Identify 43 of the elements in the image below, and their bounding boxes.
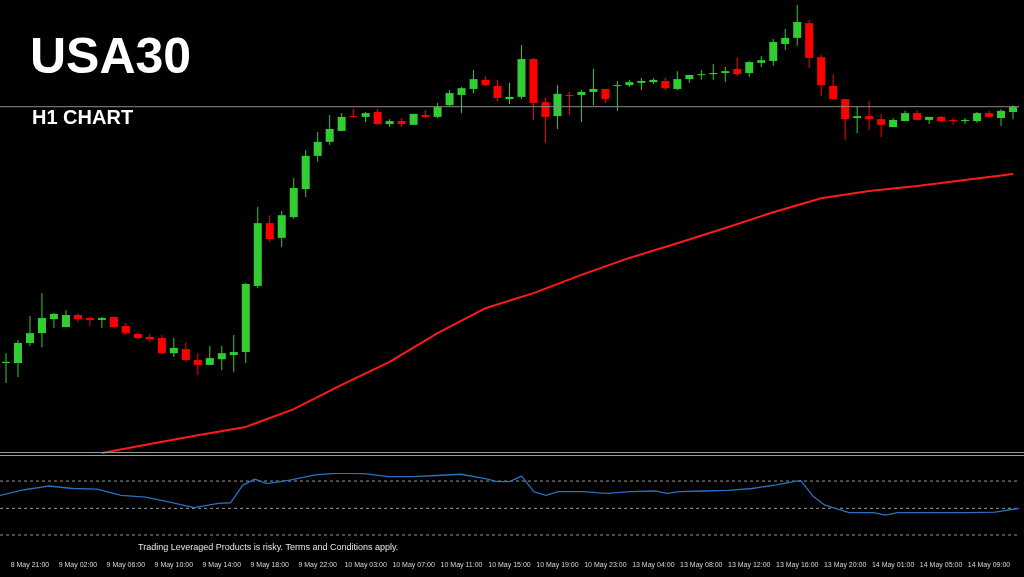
candlestick (793, 5, 802, 47)
candlestick (181, 341, 190, 363)
candlestick (313, 131, 322, 163)
candlestick (829, 73, 838, 100)
candlestick (673, 70, 682, 91)
candlestick (1009, 104, 1018, 120)
candlestick (769, 38, 778, 67)
candlestick (265, 214, 274, 243)
candlestick (73, 312, 82, 323)
candlestick (733, 56, 742, 77)
candlestick (85, 316, 94, 327)
candlestick (577, 89, 586, 123)
candlestick (205, 345, 214, 366)
text: H1 CHART (32, 106, 134, 129)
candlestick (217, 345, 226, 371)
candlestick (553, 84, 562, 130)
candlestick (841, 98, 850, 141)
candlestick (325, 114, 334, 146)
candlestick (613, 80, 622, 112)
candlestick (37, 292, 46, 348)
candlestick (97, 316, 106, 329)
candlestick (853, 105, 862, 134)
candlestick (541, 97, 550, 144)
candlestick (877, 113, 886, 138)
candlestick (49, 312, 58, 329)
candlestick (277, 210, 286, 248)
candlestick (229, 334, 238, 373)
candlestick (697, 69, 706, 81)
candlestick (925, 116, 934, 125)
text: USA30 (30, 28, 192, 84)
candlestick (193, 352, 202, 376)
candlestick (13, 339, 22, 378)
candlestick (865, 100, 874, 131)
candlestick (25, 315, 34, 347)
candlestick (493, 79, 502, 102)
candlestick (469, 69, 478, 94)
candlestick (157, 334, 166, 355)
candlestick (589, 68, 598, 106)
text: Trading Leveraged Products is risky. Terms and Conditions apply. (138, 542, 399, 552)
candlestick (169, 337, 178, 358)
candlestick (997, 108, 1006, 127)
candlestick (781, 28, 790, 51)
candlestick (457, 86, 466, 114)
